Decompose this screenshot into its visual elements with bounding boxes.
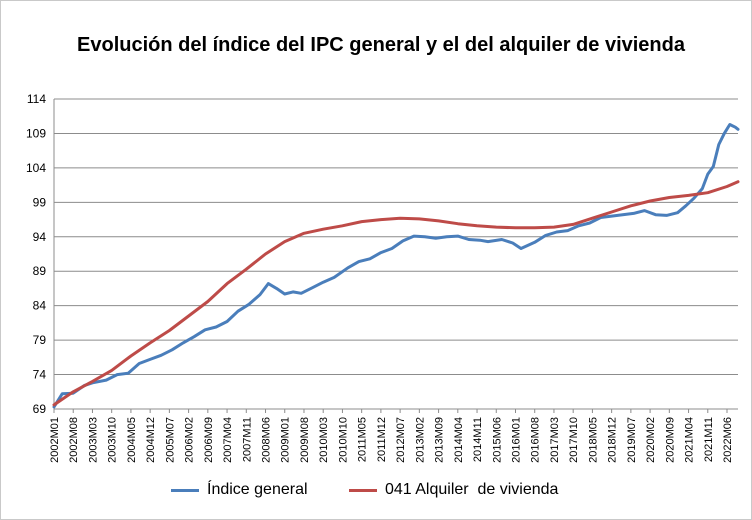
- x-tick-label: 2003M10: [107, 417, 119, 463]
- x-tick-label: 2018M05: [587, 417, 599, 463]
- x-tick-label: 2007M04: [222, 417, 234, 463]
- y-tick-label: 114: [27, 92, 46, 106]
- x-tick-label: 2021M04: [684, 417, 696, 463]
- x-tick-label: 2018M12: [607, 417, 619, 463]
- x-tick-label: 2006M09: [203, 417, 215, 463]
- x-tick-label: 2012M07: [395, 417, 407, 463]
- x-tick-label: 2008M06: [261, 417, 273, 463]
- y-tick-label: 104: [26, 161, 46, 175]
- series-line-indice-general: [52, 123, 740, 409]
- x-tick-label: 2002M01: [49, 417, 61, 463]
- x-tick-label: 2014M04: [453, 417, 465, 463]
- y-tick-label: 89: [33, 264, 47, 278]
- x-tick-label: 2016M01: [510, 417, 522, 463]
- x-tick-label: 2004M05: [126, 417, 138, 463]
- legend-swatch-indice-general: [171, 488, 199, 492]
- x-tick-label: 2013M02: [414, 417, 426, 463]
- x-tick-label: 2003M03: [87, 417, 99, 463]
- x-tick-label: 2002M08: [68, 417, 80, 463]
- x-tick-label: 2017M03: [549, 417, 561, 463]
- x-tick-label: 2006M02: [184, 417, 196, 463]
- x-tick-label: 2019M07: [626, 417, 638, 463]
- x-tick-label: 2011M05: [357, 417, 369, 462]
- x-tick-label: 2022M06: [722, 417, 734, 463]
- x-tick-label: 2014M11: [472, 417, 484, 462]
- x-tick-label: 2009M08: [299, 417, 311, 463]
- legend-label-indice-general: Índice general: [207, 481, 308, 498]
- x-tick-label: 2015M06: [491, 417, 503, 463]
- x-tick-label: 2020M09: [664, 417, 676, 463]
- y-tick-label: 84: [33, 299, 47, 313]
- x-tick-label: 2013M09: [434, 417, 446, 463]
- x-tick-label: 2010M03: [318, 417, 330, 463]
- legend-item-indice-general: Índice general: [171, 481, 308, 499]
- legend-item-alquiler: 041 Alquiler de vivienda: [349, 481, 558, 499]
- legend-swatch-alquiler: [349, 488, 377, 492]
- x-tick-label: 2007M11: [241, 417, 253, 462]
- x-tick-label: 2020M02: [645, 417, 657, 463]
- series-line-alquiler: [52, 180, 740, 407]
- chart-title: Evolución del índice del IPC general y e…: [77, 34, 685, 56]
- x-tick-label: 2021M11: [703, 417, 715, 462]
- x-tick-label: 2016M08: [530, 417, 542, 463]
- x-tick-label: 2011M12: [376, 417, 388, 462]
- y-tick-label: 109: [26, 126, 46, 140]
- x-tick-label: 2005M07: [164, 417, 176, 463]
- y-tick-label: 99: [33, 195, 47, 209]
- y-tick-label: 79: [33, 333, 47, 347]
- x-tick-label: 2017M10: [568, 417, 580, 463]
- legend: Índice general 041 Alquiler de vivienda: [1, 481, 752, 505]
- y-tick-label: 69: [33, 402, 47, 416]
- y-tick-label: 74: [33, 368, 47, 382]
- y-tick-label: 94: [33, 230, 47, 244]
- x-tick-label: 2004M12: [145, 417, 157, 463]
- x-tick-label: 2009M01: [280, 417, 292, 463]
- legend-label-alquiler: 041 Alquiler de vivienda: [385, 481, 559, 498]
- x-tick-label: 2010M10: [337, 417, 349, 463]
